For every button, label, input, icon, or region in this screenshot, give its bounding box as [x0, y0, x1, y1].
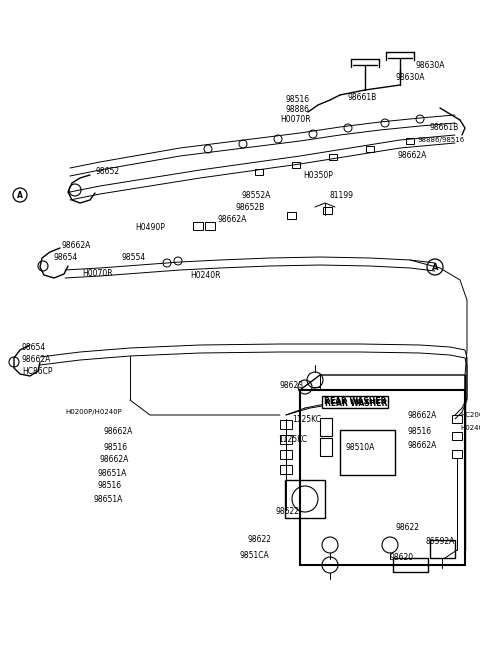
Bar — [340, 430, 395, 475]
Text: 98886/98516: 98886/98516 — [418, 137, 465, 143]
Text: H0240R: H0240R — [190, 271, 220, 279]
Text: 98661B: 98661B — [430, 124, 459, 133]
Text: 9851CA: 9851CA — [240, 551, 270, 560]
Text: A: A — [432, 263, 438, 271]
Text: 98516: 98516 — [103, 443, 127, 451]
Bar — [280, 420, 292, 429]
Bar — [452, 432, 462, 440]
Bar — [452, 450, 462, 458]
Text: 98662A: 98662A — [398, 150, 427, 160]
Bar — [280, 465, 292, 474]
Text: H0490P: H0490P — [135, 223, 165, 233]
Text: 98886: 98886 — [285, 106, 309, 114]
Text: 98651A: 98651A — [97, 468, 126, 478]
Text: HC200P: HC200P — [460, 412, 480, 418]
Text: 81199: 81199 — [330, 191, 354, 200]
Text: 98651A: 98651A — [93, 495, 122, 503]
Text: H0070R: H0070R — [280, 116, 311, 124]
Text: 98662A: 98662A — [22, 355, 51, 365]
Bar — [280, 435, 292, 444]
Text: 98516: 98516 — [408, 428, 432, 436]
Text: H0070R: H0070R — [82, 269, 113, 277]
Text: 98623: 98623 — [280, 382, 304, 390]
Bar — [287, 212, 296, 219]
Text: H0240P: H0240P — [460, 425, 480, 431]
Text: 86592A: 86592A — [425, 537, 455, 547]
Text: 98662A: 98662A — [100, 455, 130, 464]
Text: 98652B: 98652B — [236, 204, 265, 212]
Text: 98552A: 98552A — [242, 191, 271, 200]
Bar — [292, 162, 300, 168]
Bar — [452, 415, 462, 423]
Text: 98630A: 98630A — [395, 74, 424, 83]
Bar — [193, 222, 203, 230]
Bar — [320, 438, 332, 456]
Text: 98662A: 98662A — [62, 240, 91, 250]
Text: REAR WASHER: REAR WASHER — [324, 397, 386, 407]
Text: 98652: 98652 — [95, 168, 119, 177]
Text: 98622: 98622 — [275, 507, 299, 516]
Bar — [320, 418, 332, 436]
Bar — [285, 480, 325, 518]
Text: 98516: 98516 — [97, 482, 121, 491]
Text: 98654: 98654 — [22, 344, 46, 353]
Text: 98630A: 98630A — [416, 60, 445, 70]
Text: 98622: 98622 — [248, 535, 272, 545]
Text: 98620: 98620 — [390, 553, 414, 562]
Text: 98662A: 98662A — [408, 411, 437, 420]
Text: 98662A: 98662A — [218, 215, 247, 225]
Text: 98654: 98654 — [53, 254, 77, 263]
Text: REAR WASHER: REAR WASHER — [325, 399, 387, 407]
Text: H0200P/H0240P: H0200P/H0240P — [65, 409, 122, 415]
Text: 98662A: 98662A — [103, 428, 132, 436]
Bar — [280, 450, 292, 459]
Text: 98661B: 98661B — [348, 93, 377, 101]
Text: 98554: 98554 — [122, 254, 146, 263]
Bar — [205, 222, 215, 230]
Bar — [393, 558, 428, 572]
Text: A: A — [17, 191, 23, 200]
Bar — [323, 207, 332, 214]
Bar — [406, 138, 414, 144]
Text: 98662A: 98662A — [408, 442, 437, 451]
Bar — [329, 154, 337, 160]
Text: 1125KC: 1125KC — [278, 436, 307, 445]
Text: 98510A: 98510A — [345, 443, 374, 453]
Bar — [430, 540, 455, 558]
Text: 98516: 98516 — [285, 95, 309, 104]
Text: HC86CP: HC86CP — [22, 367, 52, 376]
Text: 98622: 98622 — [395, 524, 419, 533]
Bar — [300, 390, 465, 565]
Bar — [255, 169, 263, 175]
Text: 1125KC: 1125KC — [292, 415, 321, 424]
Bar — [366, 146, 374, 152]
Text: H0350P: H0350P — [303, 171, 333, 179]
